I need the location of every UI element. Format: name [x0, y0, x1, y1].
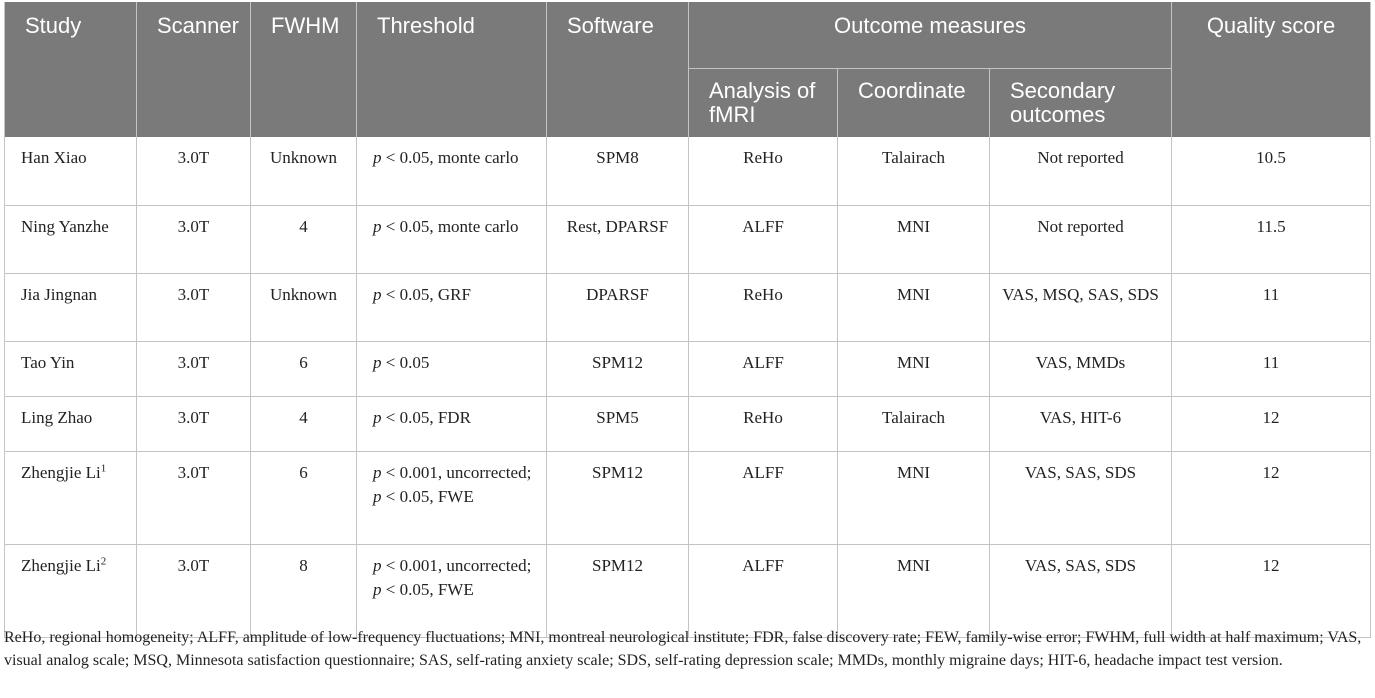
cell-coordinate: MNI: [837, 341, 990, 397]
header-scanner: Scanner: [136, 2, 251, 137]
cell-software: Rest, DPARSF: [546, 205, 689, 274]
cell-quality: 12: [1171, 451, 1371, 545]
cell-analysis: ReHo: [688, 273, 838, 342]
header-secondary-outcomes: Secondary outcomes: [989, 68, 1173, 137]
cell-coordinate: Talairach: [837, 137, 990, 206]
cell-study: Jia Jingnan: [4, 273, 137, 342]
cell-secondary: Not reported: [989, 137, 1173, 206]
cell-software: SPM12: [546, 451, 689, 545]
header-analysis-of-fmri: Analysis of fMRI: [688, 68, 838, 137]
cell-analysis: ReHo: [688, 396, 838, 452]
cell-quality: 11: [1171, 341, 1371, 397]
cell-study: Zhengjie Li2: [4, 544, 137, 638]
cell-coordinate: MNI: [837, 451, 990, 545]
header-study: Study: [4, 2, 137, 137]
cell-scanner: 3.0T: [136, 205, 251, 274]
cell-quality: 11.5: [1171, 205, 1371, 274]
cell-study: Ning Yanzhe: [4, 205, 137, 274]
table-row: Zhengjie Li1 3.0T 6 p < 0.001, uncorrect…: [4, 451, 1371, 545]
cell-software: DPARSF: [546, 273, 689, 342]
cell-study: Tao Yin: [4, 341, 137, 397]
header-outcome-measures: Outcome measures: [688, 2, 1173, 69]
table-footnote: ReHo, regional homogeneity; ALFF, amplit…: [4, 629, 1362, 669]
cell-fwhm: 6: [250, 451, 357, 545]
cell-software: SPM8: [546, 137, 689, 206]
cell-coordinate: Talairach: [837, 396, 990, 452]
table-row: Jia Jingnan 3.0T Unknown p < 0.05, GRF D…: [4, 273, 1371, 342]
cell-study: Ling Zhao: [4, 396, 137, 452]
cell-study: Han Xiao: [4, 137, 137, 206]
cell-scanner: 3.0T: [136, 273, 251, 342]
cell-secondary: VAS, SAS, SDS: [989, 544, 1173, 638]
cell-quality: 12: [1171, 396, 1371, 452]
cell-scanner: 3.0T: [136, 137, 251, 206]
table-row: Han Xiao 3.0T Unknown p < 0.05, monte ca…: [4, 137, 1371, 206]
table-row: Ling Zhao 3.0T 4 p < 0.05, FDR SPM5 ReHo…: [4, 396, 1371, 452]
header-coordinate: Coordinate: [837, 68, 990, 137]
table-row: Ning Yanzhe 3.0T 4 p < 0.05, monte carlo…: [4, 205, 1371, 274]
cell-fwhm: 6: [250, 341, 357, 397]
cell-quality: 11: [1171, 273, 1371, 342]
cell-secondary: Not reported: [989, 205, 1173, 274]
cell-threshold: p < 0.05, monte carlo: [356, 205, 547, 274]
table-row: Zhengjie Li2 3.0T 8 p < 0.001, uncorrect…: [4, 544, 1371, 638]
cell-threshold: p < 0.05, monte carlo: [356, 137, 547, 206]
cell-fwhm: 4: [250, 396, 357, 452]
cell-software: SPM12: [546, 341, 689, 397]
cell-fwhm: Unknown: [250, 273, 357, 342]
cell-analysis: ALFF: [688, 544, 838, 638]
cell-fwhm: 4: [250, 205, 357, 274]
cell-threshold: p < 0.05, GRF: [356, 273, 547, 342]
cell-analysis: ReHo: [688, 137, 838, 206]
cell-secondary: VAS, MMDs: [989, 341, 1173, 397]
header-threshold: Threshold: [356, 2, 547, 137]
cell-secondary: VAS, SAS, SDS: [989, 451, 1173, 545]
cell-fwhm: 8: [250, 544, 357, 638]
cell-threshold: p < 0.05: [356, 341, 547, 397]
cell-threshold: p < 0.001, uncorrected; p < 0.05, FWE: [356, 544, 547, 638]
header-quality-score: Quality score: [1171, 2, 1371, 137]
header-software: Software: [546, 2, 689, 137]
cell-analysis: ALFF: [688, 205, 838, 274]
cell-secondary: VAS, MSQ, SAS, SDS: [989, 273, 1173, 342]
study-table: Study Scanner FWHM Threshold Software Ou…: [4, 2, 1372, 638]
cell-threshold: p < 0.05, FDR: [356, 396, 547, 452]
cell-quality: 12: [1171, 544, 1371, 638]
cell-scanner: 3.0T: [136, 341, 251, 397]
cell-study: Zhengjie Li1: [4, 451, 137, 545]
cell-secondary: VAS, HIT-6: [989, 396, 1173, 452]
cell-scanner: 3.0T: [136, 544, 251, 638]
cell-scanner: 3.0T: [136, 396, 251, 452]
cell-analysis: ALFF: [688, 451, 838, 545]
cell-software: SPM12: [546, 544, 689, 638]
cell-coordinate: MNI: [837, 205, 990, 274]
header-fwhm: FWHM: [250, 2, 357, 137]
cell-scanner: 3.0T: [136, 451, 251, 545]
cell-coordinate: MNI: [837, 273, 990, 342]
cell-coordinate: MNI: [837, 544, 990, 638]
cell-threshold: p < 0.001, uncorrected; p < 0.05, FWE: [356, 451, 547, 545]
cell-fwhm: Unknown: [250, 137, 357, 206]
cell-software: SPM5: [546, 396, 689, 452]
cell-analysis: ALFF: [688, 341, 838, 397]
table-row: Tao Yin 3.0T 6 p < 0.05 SPM12 ALFF MNI V…: [4, 341, 1371, 397]
cell-quality: 10.5: [1171, 137, 1371, 206]
